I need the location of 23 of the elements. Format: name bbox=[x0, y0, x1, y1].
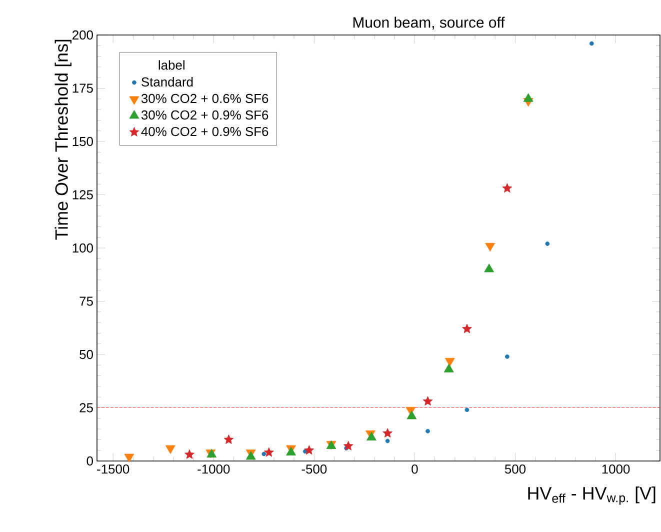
x-tick-label: 1000 bbox=[602, 464, 630, 474]
x-tick-label: 500 bbox=[504, 464, 526, 474]
y-tick-label: 175 bbox=[72, 84, 93, 93]
y-tick-label: 150 bbox=[72, 136, 93, 146]
y-tick-label: 100 bbox=[72, 243, 93, 253]
x-tick-label: -1500 bbox=[97, 464, 130, 474]
y-axis-title: Time Over Threshold [ns] bbox=[54, 40, 72, 240]
x-tick-label: 0 bbox=[412, 464, 418, 474]
legend-label: Standard bbox=[142, 77, 193, 87]
y-tick-label: 75 bbox=[80, 296, 93, 306]
y-tick-label: 50 bbox=[80, 350, 93, 360]
y-tick-label: 125 bbox=[72, 190, 93, 200]
legend-label: 40% CO2 + 0.9% SF6 bbox=[141, 126, 268, 136]
y-tick-label: 0 bbox=[86, 456, 93, 466]
x-axis-title: HV$_{eff}$ - HV$_{w.p.}$ [V] bbox=[528, 486, 656, 505]
legend-label: 30% CO2 + 0.6% SF6 bbox=[141, 94, 268, 104]
legend-title: label bbox=[158, 60, 184, 70]
x-tick-label: -500 bbox=[302, 464, 327, 474]
y-tick-label: 200 bbox=[72, 30, 93, 40]
y-tick-label: 25 bbox=[80, 403, 93, 412]
legend-label: 30% CO2 + 0.9% SF6 bbox=[141, 110, 268, 120]
chart-title: Muon beam, source off bbox=[353, 16, 505, 30]
x-tick-label: -1000 bbox=[198, 464, 230, 474]
